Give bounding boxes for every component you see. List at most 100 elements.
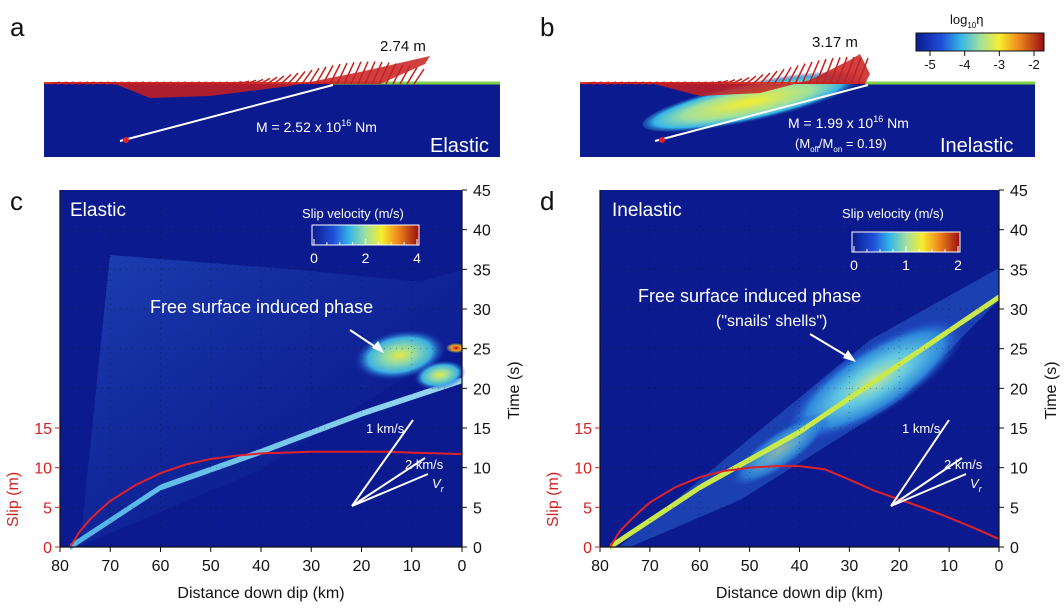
panel-b-label: Inelastic <box>940 135 1013 157</box>
x-tick-label: 0 <box>995 558 1004 575</box>
panel-c-rupture-front <box>70 377 463 550</box>
panel-b-hypocenter <box>659 137 665 143</box>
time-tick-label: 25 <box>1010 342 1028 359</box>
slip-vector <box>308 67 320 85</box>
slip-vector <box>794 63 806 85</box>
panel-d-ray-vr <box>890 473 967 507</box>
eta-colorbar-tick-label: -4 <box>959 57 971 72</box>
panel-c-colorbar-title: Slip velocity (m/s) <box>302 206 404 221</box>
panel-c-ray-1-label: 1 km/s <box>366 421 405 436</box>
panel-c-ray-vr <box>351 473 429 507</box>
slip-vector <box>182 81 194 85</box>
slip-vector <box>731 77 743 85</box>
panel-d-shell-2 <box>729 412 831 488</box>
x-tick-label: 60 <box>691 558 709 575</box>
slip-vector <box>280 73 292 85</box>
y-axis-right-label: Time (s) <box>1043 361 1060 419</box>
x-axis-label: Distance down dip (km) <box>177 585 344 602</box>
y-axis-left-label: Slip (m) <box>545 472 562 527</box>
panel-c-velocity-rays: 1 km/s 2 km/s Vr <box>351 419 445 507</box>
panel-d-grid <box>600 190 999 547</box>
colorbar-tick-label: 1 <box>902 257 910 273</box>
slip-vector <box>161 81 173 85</box>
eta-colorbar-tick-label: -2 <box>1028 57 1040 72</box>
slip-vector <box>738 76 750 85</box>
slip-vector <box>584 81 596 85</box>
panel-d-colorbar-title: Slip velocity (m/s) <box>842 206 944 221</box>
panel-c-free-surface-phase-2 <box>414 360 466 390</box>
slip-vector <box>801 61 813 85</box>
panel-a-max-slip: 2.74 m <box>380 38 426 55</box>
x-tick-label: 70 <box>101 558 119 575</box>
panel-letter-d: d <box>540 186 554 216</box>
slip-vector <box>147 81 159 85</box>
x-tick-label: 10 <box>403 558 421 575</box>
panel-b: b 3.17 m M = 1.99 x 1016 Nm (Moff/Mon = … <box>540 12 1045 157</box>
panel-letter-a: a <box>10 12 25 42</box>
panel-b-fault <box>654 84 869 142</box>
slip-tick-label: 10 <box>34 461 52 478</box>
x-axis-label: Distance down dip (km) <box>716 585 883 602</box>
panel-d: d Inelastic Free surface induced phase (… <box>540 183 1060 602</box>
panel-c-label: Elastic <box>70 200 126 221</box>
slip-vector <box>273 75 285 85</box>
slip-vector <box>724 79 736 85</box>
slip-tick-label: 10 <box>574 461 592 478</box>
panel-c-annotation: Free surface induced phase <box>150 297 373 317</box>
slip-vector <box>49 81 61 85</box>
x-tick-label: 30 <box>302 558 320 575</box>
x-tick-label: 50 <box>741 558 759 575</box>
slip-vector <box>413 68 425 85</box>
eta-colorbar-tick-label: -3 <box>994 57 1006 72</box>
panel-b-moment: M = 1.99 x 1016 Nm <box>788 114 909 131</box>
time-tick-label: 0 <box>1010 540 1019 557</box>
panel-c-hot-spot <box>446 343 466 353</box>
panel-c-ray-1 <box>351 419 414 507</box>
slip-vector <box>231 80 243 85</box>
slip-vector <box>661 81 673 85</box>
time-tick-label: 5 <box>473 500 482 517</box>
slip-vector <box>126 81 138 85</box>
panel-a-hypocenter <box>123 137 129 143</box>
panel-c-slip-curve <box>69 450 463 548</box>
panel-d-annotation-2: ("snails' shells") <box>716 313 827 330</box>
slip-vector <box>591 81 603 85</box>
colorbar-tick-label: 4 <box>413 250 421 266</box>
slip-vector <box>217 81 229 85</box>
slip-vector <box>696 81 708 85</box>
panel-d-ray-1-label: 1 km/s <box>902 421 941 436</box>
panel-b-moment-ratio: (Moff/Mon = 0.19) <box>795 136 887 154</box>
panel-a-label: Elastic <box>430 135 489 157</box>
slip-vector <box>710 80 722 85</box>
colorbar-tick-label: 2 <box>362 250 370 266</box>
time-tick-label: 20 <box>1010 381 1028 398</box>
panel-a-domain <box>44 82 500 157</box>
slip-vector <box>703 81 715 85</box>
panel-d-annotation-arrowhead <box>843 350 856 362</box>
slip-vector <box>140 81 152 85</box>
x-tick-label: 0 <box>458 558 467 575</box>
x-tick-label: 20 <box>890 558 908 575</box>
time-tick-label: 20 <box>473 381 491 398</box>
slip-vector <box>294 71 306 85</box>
slip-vector <box>675 81 687 85</box>
slip-vector <box>773 68 785 85</box>
slip-vector <box>654 81 666 85</box>
slip-vector <box>224 81 236 85</box>
panel-d-ray-vr-label: Vr <box>970 476 983 494</box>
slip-vector <box>245 79 257 85</box>
time-tick-label: 10 <box>1010 461 1028 478</box>
panel-a-displacement <box>44 56 430 98</box>
slip-vector <box>689 81 701 85</box>
slip-vector <box>752 74 764 85</box>
slip-vector <box>759 72 771 85</box>
slip-tick-label: 15 <box>34 421 52 438</box>
slip-vector <box>682 81 694 85</box>
slip-vector <box>766 70 778 85</box>
x-tick-label: 10 <box>940 558 958 575</box>
time-tick-label: 10 <box>473 461 491 478</box>
slip-tick-label: 15 <box>574 421 592 438</box>
slip-vector <box>780 66 792 85</box>
